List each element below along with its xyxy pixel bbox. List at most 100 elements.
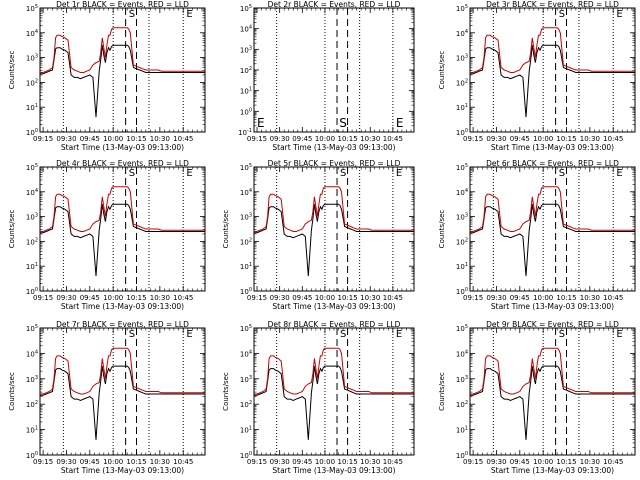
start-marker-label: S — [559, 329, 565, 340]
detector-panel-5: Det 5r BLACK = Events, RED = LLD 100 101 10… — [222, 159, 415, 311]
lld-series-line — [40, 27, 205, 73]
x-tick-label: 10:15 — [126, 135, 146, 143]
x-tick-label: 09:45 — [510, 135, 530, 143]
lld-series-line — [470, 27, 635, 73]
x-tick-label: 10:00 — [315, 135, 335, 143]
x-tick-label: 09:30 — [270, 458, 290, 466]
x-tick-label: 09:45 — [80, 294, 100, 302]
x-tick-label: 10:00 — [103, 135, 123, 143]
plot-frame — [253, 327, 415, 456]
lld-series-line — [470, 186, 635, 232]
end-marker-label: E — [616, 168, 622, 179]
x-tick-label: 10:30 — [360, 294, 380, 302]
x-tick-label: 10:00 — [103, 294, 123, 302]
lld-series-line — [254, 186, 414, 232]
start-marker-label: S — [129, 168, 135, 179]
panel-title: Det 2r BLACK = Events, RED = LLD — [268, 0, 401, 9]
y-tick-label: 101 — [456, 426, 468, 435]
y-tick-label: 104 — [456, 349, 468, 358]
x-axis-label: Start Time (13-May-03 09:13:00) — [272, 302, 395, 311]
y-tick-label: 103 — [240, 375, 252, 384]
x-tick-label: 10:00 — [533, 135, 553, 143]
x-tick-label: 10:15 — [556, 458, 576, 466]
y-tick-label: 104 — [240, 188, 252, 197]
y-axis-label: Counts/sec — [8, 51, 16, 90]
x-tick-label: 10:30 — [580, 458, 600, 466]
x-tick-label: 09:45 — [510, 294, 530, 302]
x-tick-label: 10:30 — [150, 135, 170, 143]
y-tick-label: 101 — [456, 262, 468, 271]
y-tick-label: 100 — [456, 128, 468, 137]
y-tick-label: 102 — [240, 400, 252, 409]
end-marker-label: E — [186, 329, 192, 340]
lld-series-line — [470, 347, 635, 395]
y-axis-label: Counts/sec — [222, 372, 230, 411]
x-tick-label: 10:15 — [126, 458, 146, 466]
x-tick-label: 10:30 — [580, 294, 600, 302]
events-series-line — [40, 203, 205, 277]
end-marker-label: E — [396, 168, 402, 179]
y-tick-label: 102 — [240, 66, 252, 75]
x-tick-label: 09:30 — [270, 135, 290, 143]
y-tick-label: 103 — [456, 213, 468, 222]
lld-series-line — [40, 186, 205, 232]
x-tick-label: 10:30 — [150, 458, 170, 466]
x-tick-label: 10:45 — [603, 135, 623, 143]
panel-title: Det 6r BLACK = Events, RED = LLD — [486, 159, 619, 168]
end-marker-label: E — [396, 116, 404, 130]
plot-frame — [253, 166, 415, 292]
x-tick-label: 09:30 — [56, 135, 76, 143]
detector-panel-7: Det 7r BLACK = Events, RED = LLD 100 101 10… — [8, 320, 206, 475]
y-tick-label: 100 — [240, 451, 252, 460]
x-tick-label: 09:15 — [247, 135, 267, 143]
panel-title: Det 3r BLACK = Events, RED = LLD — [486, 0, 619, 9]
x-tick-label: 09:30 — [56, 294, 76, 302]
x-tick-label: 09:45 — [292, 294, 312, 302]
x-axis-label: Start Time (13-May-03 09:13:00) — [61, 143, 184, 152]
y-tick-label: 105 — [26, 163, 38, 172]
y-tick-label: 103 — [26, 375, 38, 384]
x-tick-label: 10:30 — [360, 458, 380, 466]
y-axis-label: Counts/sec — [222, 210, 230, 249]
x-tick-label: 10:45 — [173, 135, 193, 143]
panel-title: Det 7r BLACK = Events, RED = LLD — [56, 320, 189, 329]
y-tick-label: 103 — [26, 54, 38, 63]
x-tick-label: 10:00 — [315, 458, 335, 466]
end-marker-label: E — [616, 9, 622, 20]
x-tick-label: 09:15 — [33, 294, 53, 302]
y-tick-label: 105 — [456, 163, 468, 172]
y-axis-label: Counts/sec — [438, 210, 446, 249]
events-series-line — [470, 365, 635, 440]
x-tick-label: 10:15 — [556, 135, 576, 143]
panel-title: Det 8r BLACK = Events, RED = LLD — [268, 320, 401, 329]
x-axis-label: Start Time (13-May-03 09:13:00) — [61, 466, 184, 475]
plot-frame — [253, 7, 415, 133]
x-tick-label: 09:15 — [463, 458, 483, 466]
detector-panel-9: Det 9r BLACK = Events, RED = LLD 100 101 10… — [438, 320, 636, 475]
x-tick-label: 10:00 — [103, 458, 123, 466]
panel-title: Det 9r BLACK = Events, RED = LLD — [486, 320, 619, 329]
y-tick-label: 104 — [26, 349, 38, 358]
panel-title: Det 4r BLACK = Events, RED = LLD — [56, 159, 189, 168]
x-tick-label: 10:00 — [315, 294, 335, 302]
y-axis-label: Counts/sec — [8, 372, 16, 411]
x-tick-label: 09:45 — [292, 458, 312, 466]
x-tick-label: 09:30 — [486, 458, 506, 466]
x-tick-label: 09:30 — [270, 294, 290, 302]
y-tick-label: 104 — [240, 25, 252, 34]
y-tick-label: 102 — [456, 78, 468, 87]
y-tick-label: 103 — [240, 213, 252, 222]
end-marker-label: E — [186, 9, 192, 20]
detector-panel-4: Det 4r BLACK = Events, RED = LLD 100 101 10… — [8, 159, 206, 311]
detector-panel-6: Det 6r BLACK = Events, RED = LLD 100 101 10… — [438, 159, 636, 311]
panel-title: Det 1r BLACK = Events, RED = LLD — [56, 0, 189, 9]
x-tick-label: 10:45 — [173, 294, 193, 302]
start-marker-label: S — [339, 116, 347, 130]
x-tick-label: 09:15 — [463, 135, 483, 143]
plot-frame — [39, 327, 206, 456]
panel-title: Det 5r BLACK = Events, RED = LLD — [268, 159, 401, 168]
plot-frame — [39, 166, 206, 292]
y-tick-label: 101 — [240, 87, 252, 96]
y-tick-label: 105 — [240, 163, 252, 172]
